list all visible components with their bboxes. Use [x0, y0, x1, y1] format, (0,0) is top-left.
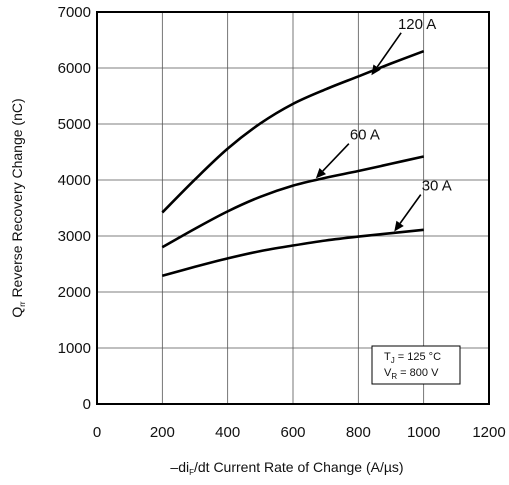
x-tick-800: 800: [346, 424, 371, 441]
y-tick-labels: 0 1000 2000 3000 4000 5000 6000 7000: [58, 4, 91, 413]
curve-label-120-a: 120 A: [398, 16, 436, 33]
series-line-120-a: [161, 49, 425, 214]
plot-frame: [96, 11, 490, 405]
x-tick-200: 200: [150, 424, 175, 441]
x-tick-labels: 0 200 400 600 800 1000 1200: [93, 424, 506, 441]
curve-label-60-a: 60 A: [350, 127, 380, 144]
grid: [97, 12, 489, 404]
curve-label-30-a: 30 A: [422, 178, 452, 195]
curve-annotations: 120 A 60 A 30 A: [315, 16, 452, 232]
series-line-30-a: [161, 228, 424, 278]
arrow-line-120-a: [376, 32, 402, 68]
arrow-head-30-a: [394, 220, 404, 232]
y-tick-6000: 6000: [58, 60, 91, 77]
y-tick-3000: 3000: [58, 228, 91, 245]
y-tick-1000: 1000: [58, 340, 91, 357]
y-axis-label: Qrr Reverse Recovery Change (nC): [9, 98, 27, 317]
x-axis-label: –diF/dt Current Rate of Change (A/µs): [170, 459, 403, 477]
x-tick-400: 400: [215, 424, 240, 441]
condition-tj: TJ = 125 °C: [384, 351, 441, 365]
x-tick-1000: 1000: [407, 424, 440, 441]
arrow-head-60-a: [315, 167, 327, 179]
condition-vr: VR = 800 V: [384, 367, 439, 381]
y-tick-5000: 5000: [58, 116, 91, 133]
conditions-box: TJ = 125 °C VR = 800 V: [371, 345, 461, 385]
arrow-line-30-a: [399, 194, 422, 224]
x-tick-0: 0: [93, 424, 101, 441]
x-tick-600: 600: [280, 424, 305, 441]
y-tick-0: 0: [83, 396, 91, 413]
y-tick-7000: 7000: [58, 4, 91, 21]
y-tick-4000: 4000: [58, 172, 91, 189]
arrow-head-120-a: [371, 64, 381, 76]
series-line-60-a: [161, 155, 424, 249]
arrow-line-60-a: [322, 143, 350, 172]
x-tick-1200: 1200: [472, 424, 505, 441]
y-tick-2000: 2000: [58, 284, 91, 301]
series-lines: [161, 49, 425, 278]
